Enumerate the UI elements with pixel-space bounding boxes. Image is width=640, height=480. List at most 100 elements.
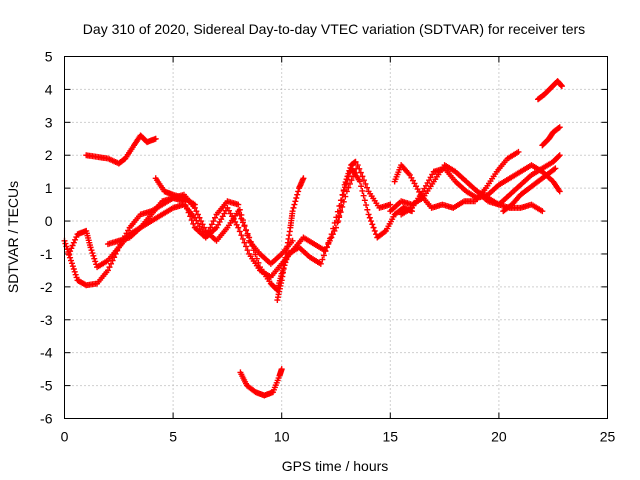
data-point bbox=[351, 169, 358, 176]
data-point bbox=[362, 180, 369, 187]
data-point bbox=[187, 213, 194, 220]
y-axis-label: SDTVAR / TECUs bbox=[5, 181, 21, 293]
data-point bbox=[72, 236, 79, 243]
data-point bbox=[337, 202, 344, 209]
data-point bbox=[235, 201, 242, 208]
data-point bbox=[295, 188, 302, 195]
data-point bbox=[70, 239, 77, 246]
series-arc15 bbox=[500, 165, 559, 215]
data-point bbox=[337, 207, 344, 214]
data-point bbox=[208, 221, 215, 228]
data-point bbox=[370, 224, 377, 231]
data-point bbox=[360, 177, 367, 184]
data-point bbox=[236, 228, 243, 235]
data-point bbox=[556, 152, 563, 159]
y-tick-label: -3 bbox=[40, 312, 53, 328]
data-point bbox=[108, 260, 115, 267]
data-point bbox=[345, 184, 352, 191]
x-tick-labels: 0 5 10 15 20 25 bbox=[61, 429, 616, 445]
data-point bbox=[193, 208, 200, 215]
data-point bbox=[358, 183, 365, 190]
data-point bbox=[294, 191, 301, 198]
data-point bbox=[365, 211, 372, 218]
data-point bbox=[67, 248, 74, 255]
data-point bbox=[326, 237, 333, 244]
data-point bbox=[354, 162, 361, 169]
data-point bbox=[319, 256, 326, 263]
data-point bbox=[241, 239, 248, 246]
data-point bbox=[322, 247, 329, 254]
data-point bbox=[344, 173, 351, 180]
data-point bbox=[289, 208, 296, 215]
data-point bbox=[290, 204, 297, 211]
data-point bbox=[293, 195, 300, 202]
data-point bbox=[348, 177, 355, 184]
data-point bbox=[69, 263, 76, 270]
data-point bbox=[356, 178, 363, 185]
data-point bbox=[204, 231, 211, 238]
data-point bbox=[89, 250, 96, 257]
data-point bbox=[555, 124, 562, 131]
data-point bbox=[323, 244, 330, 251]
x-tick-label: 25 bbox=[600, 429, 616, 445]
series-arc14 bbox=[474, 152, 563, 208]
data-point bbox=[292, 198, 299, 205]
series-arc8 bbox=[152, 175, 198, 208]
data-point bbox=[333, 224, 339, 231]
data-point bbox=[92, 258, 99, 265]
data-point bbox=[369, 221, 376, 228]
data-point bbox=[364, 206, 371, 213]
data-point bbox=[201, 224, 208, 231]
data-point bbox=[184, 205, 191, 212]
data-point bbox=[552, 165, 559, 172]
data-point bbox=[359, 173, 366, 180]
data-point bbox=[387, 201, 394, 208]
series-arc9 bbox=[274, 175, 307, 304]
data-point bbox=[202, 234, 209, 241]
data-point bbox=[317, 260, 324, 267]
chart-title: Day 310 of 2020, Sidereal Day-to-day VTE… bbox=[83, 21, 585, 37]
data-point bbox=[361, 197, 368, 204]
data-point bbox=[62, 240, 69, 247]
data-point bbox=[558, 83, 565, 90]
y-tick-label: -4 bbox=[40, 345, 53, 361]
x-tick-label: 10 bbox=[274, 429, 290, 445]
x-tick-label: 15 bbox=[383, 429, 399, 445]
data-point bbox=[65, 250, 72, 257]
y-tick-label: 1 bbox=[45, 180, 53, 196]
data-point bbox=[205, 227, 212, 234]
plot-frame bbox=[64, 56, 608, 419]
data-point bbox=[236, 206, 243, 213]
x-axis-label: GPS time / hours bbox=[282, 458, 389, 474]
data-point bbox=[188, 217, 195, 224]
data-point bbox=[346, 167, 353, 174]
data-point bbox=[238, 232, 245, 239]
y-tick-label: 5 bbox=[45, 49, 53, 65]
data-point bbox=[360, 192, 367, 199]
data-point bbox=[104, 267, 111, 274]
data-point bbox=[335, 218, 342, 225]
data-point bbox=[239, 217, 246, 224]
y-tick-label: 0 bbox=[45, 213, 53, 229]
y-tick-label: -5 bbox=[40, 378, 53, 394]
data-point bbox=[243, 243, 250, 250]
data-point bbox=[551, 166, 558, 173]
data-point bbox=[381, 228, 388, 235]
data-point bbox=[555, 153, 562, 160]
data-point bbox=[68, 245, 75, 252]
y-tick-label: 2 bbox=[45, 147, 53, 163]
data-point bbox=[345, 170, 352, 177]
data-point bbox=[207, 224, 214, 231]
data-point bbox=[241, 222, 248, 229]
data-point bbox=[182, 202, 189, 209]
data-point bbox=[152, 135, 159, 142]
data-point bbox=[325, 241, 332, 248]
data-point bbox=[68, 260, 75, 267]
y-tick-label: -6 bbox=[40, 411, 53, 427]
data-point bbox=[300, 175, 307, 182]
data-point bbox=[244, 247, 251, 254]
data-point bbox=[342, 179, 349, 186]
data-point bbox=[239, 235, 246, 242]
y-tick-label: 3 bbox=[45, 114, 53, 130]
data-point bbox=[340, 187, 347, 194]
